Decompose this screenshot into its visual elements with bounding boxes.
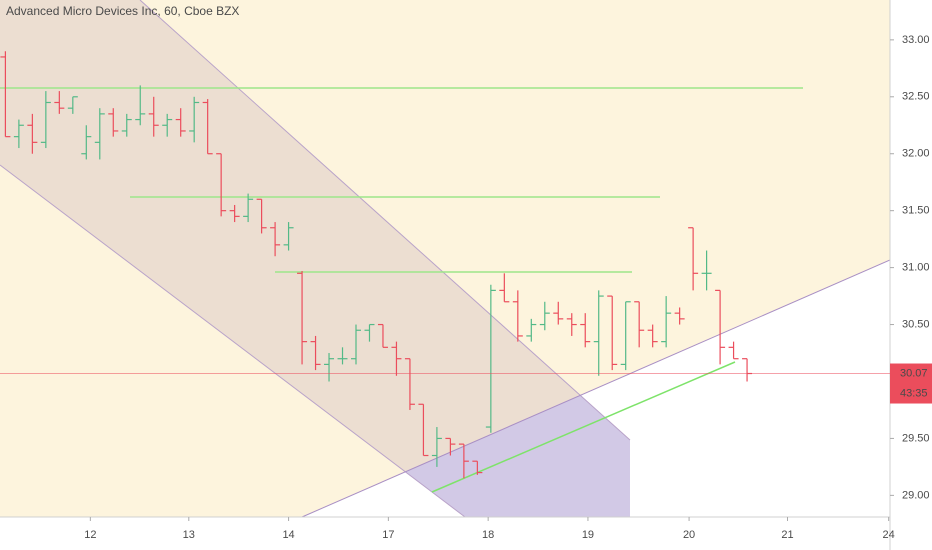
y-tick-label: 31.50 — [902, 205, 930, 217]
y-tick-label: 30.50 — [902, 318, 930, 330]
y-tick-label: 31.00 — [902, 262, 930, 274]
last-price-box — [890, 363, 932, 404]
x-tick-label: 21 — [781, 529, 793, 541]
x-tick-label: 12 — [84, 529, 96, 541]
y-tick-label: 33.00 — [902, 34, 930, 46]
x-tick-label: 19 — [582, 529, 594, 541]
y-tick-label: 29.00 — [902, 489, 930, 501]
x-tick-label: 13 — [183, 529, 195, 541]
countdown-label: 43:35 — [900, 387, 928, 399]
chart-title: Advanced Micro Devices Inc, 60, Cboe BZX — [6, 4, 239, 18]
channel-line — [0, 164, 466, 518]
trend-line — [301, 259, 891, 518]
highlight-region — [0, 0, 890, 517]
x-tick-label: 17 — [382, 529, 394, 541]
x-tick-label: 20 — [683, 529, 695, 541]
channel-fill — [0, 0, 630, 517]
y-tick-label: 32.50 — [902, 91, 930, 103]
last-price-label: 30.07 — [900, 367, 928, 379]
support-line — [431, 361, 736, 493]
x-tick-label: 14 — [282, 529, 294, 541]
x-tick-label: 18 — [482, 529, 494, 541]
y-tick-label: 32.00 — [902, 148, 930, 160]
y-tick-label: 29.50 — [902, 432, 930, 444]
x-tick-label: 24 — [883, 529, 895, 541]
channel-line — [139, 0, 631, 441]
